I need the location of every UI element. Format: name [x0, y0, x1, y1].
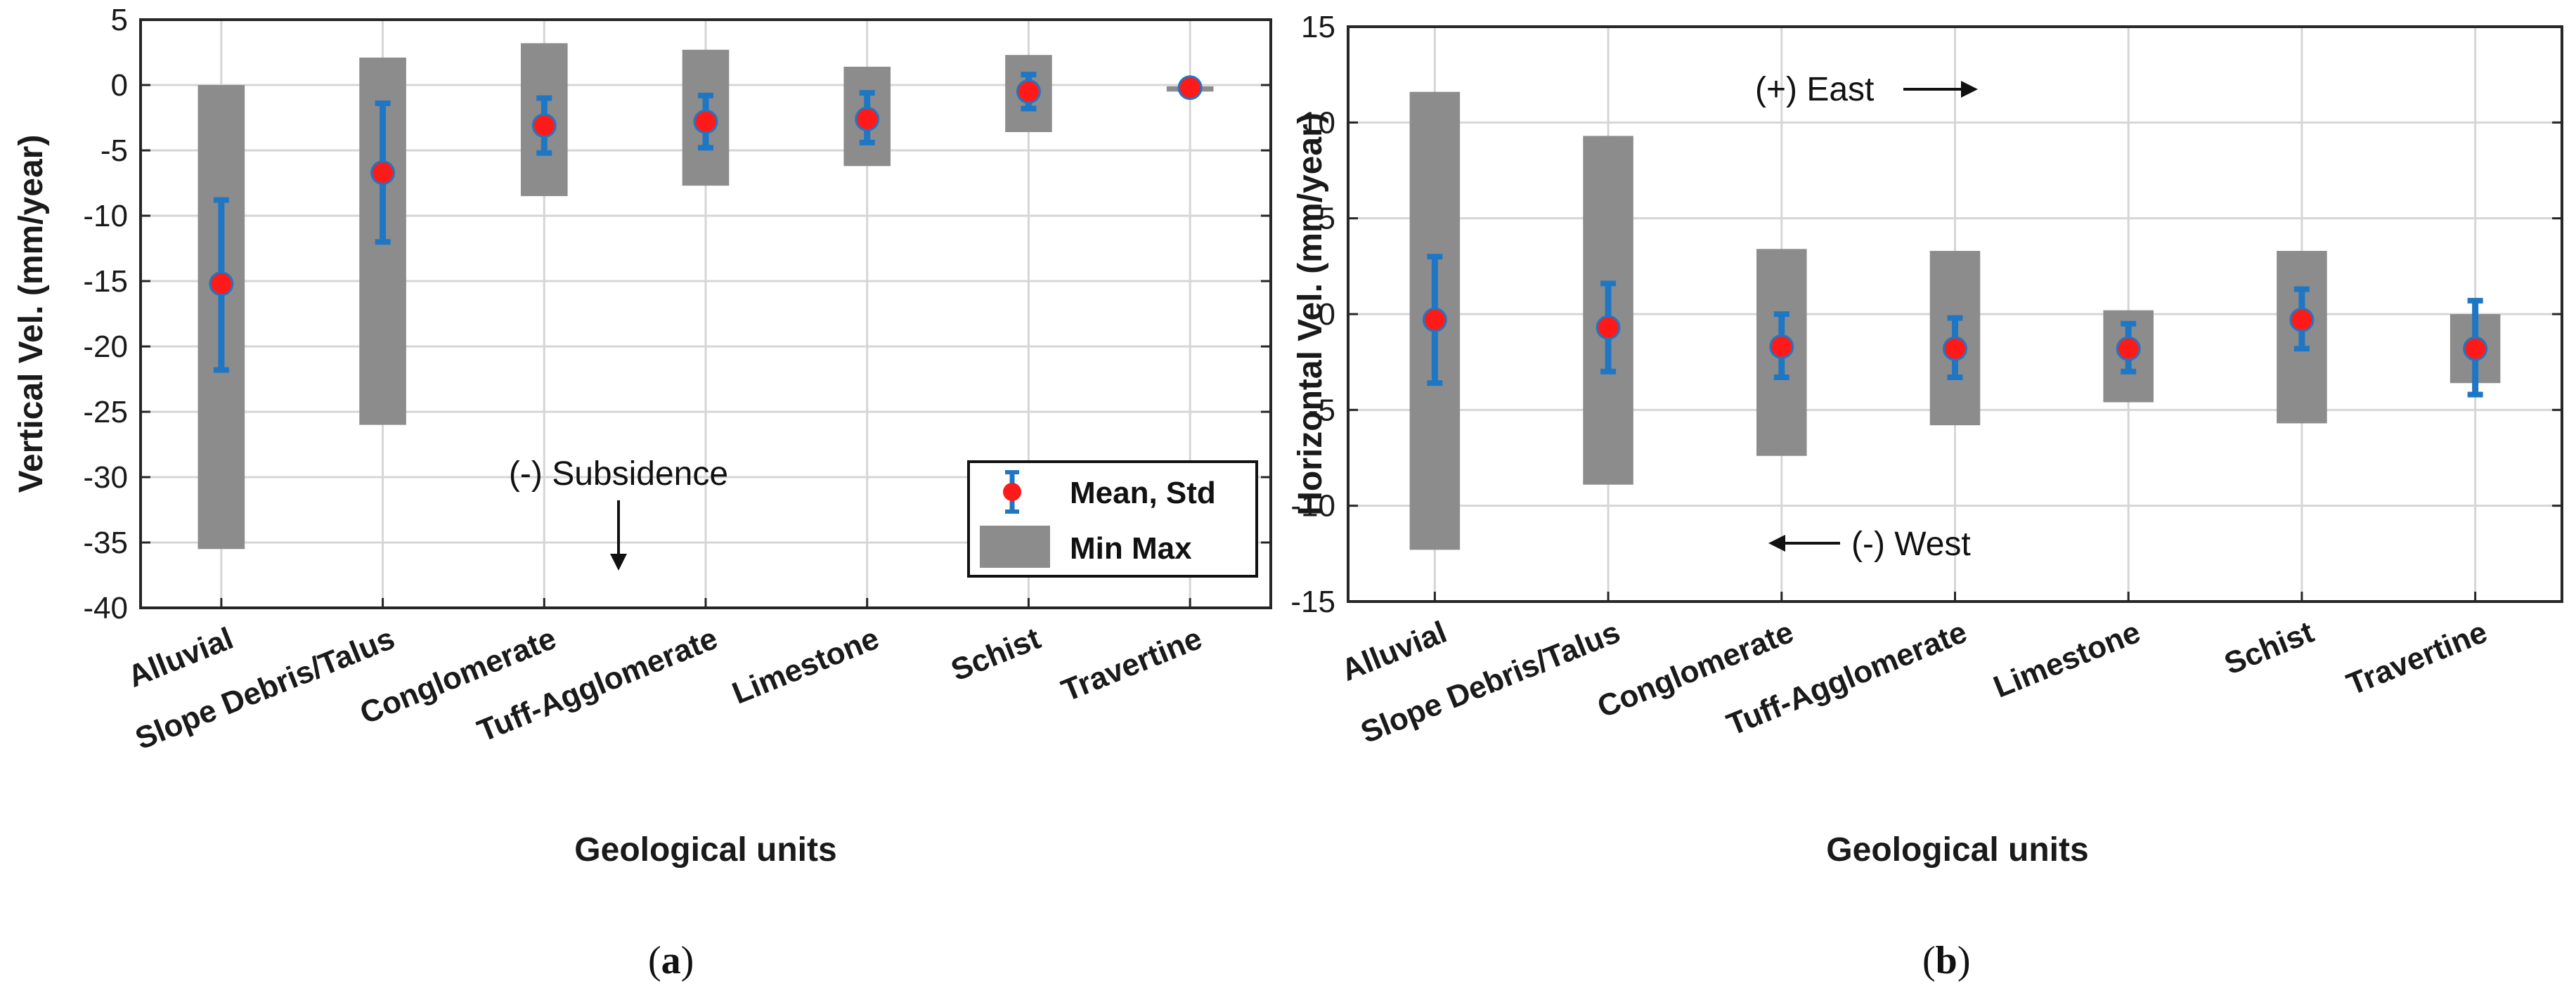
legend-mean-marker — [1003, 483, 1021, 501]
y-tick-label: -25 — [83, 395, 128, 429]
subsidence-arrow-head — [610, 554, 627, 571]
y-tick-label: -15 — [1290, 585, 1335, 619]
panel-label-open-paren: ( — [1922, 939, 1936, 982]
y-tick-label: -10 — [83, 199, 128, 233]
mean-point — [531, 113, 557, 138]
annotation-subsidence: (-) Subsidence — [509, 455, 728, 493]
y-tick-label: 0 — [111, 68, 128, 103]
y-tick-label: 5 — [111, 3, 128, 37]
y-tick-label: -5 — [101, 134, 128, 168]
y-tick-label: -30 — [83, 460, 128, 495]
x-category-label: Travertine — [2342, 615, 2492, 702]
annotation-east: (+) East — [1755, 71, 1874, 108]
x-category-label: Schist — [946, 621, 1045, 688]
mean-point — [2289, 307, 2315, 332]
mean-point — [1943, 336, 1967, 361]
x-category-label: Alluvial — [123, 621, 238, 694]
x-category-label: Limestone — [1989, 615, 2145, 705]
x-axis-title: Geological units — [574, 831, 836, 869]
y-tick-label: 15 — [1301, 10, 1335, 44]
panel-label-letter: a — [661, 939, 681, 982]
mean-point — [1769, 334, 1794, 359]
mean-point — [1016, 79, 1041, 104]
y-axis-title: Vertical Vel. (mm/year) — [13, 135, 50, 493]
legend-minmax-swatch — [980, 526, 1050, 568]
x-axis-title: Geological units — [1826, 831, 2088, 869]
x-category-label: Slope Debris/Talus — [131, 621, 400, 757]
axes-frame — [1347, 25, 2563, 603]
y-tick-label: -10 — [1290, 489, 1335, 524]
mean-point — [2463, 336, 2488, 361]
y-tick-label: -15 — [83, 264, 128, 299]
y-axis-title: Horizontal Vel. (mm/year) — [1292, 112, 1329, 516]
mean-point — [1177, 75, 1203, 100]
y-tick-label: 10 — [1301, 105, 1335, 140]
panel-label-close-paren: ) — [1957, 939, 1971, 982]
y-tick-label: -35 — [83, 526, 128, 560]
mean-point — [1422, 307, 1447, 332]
legend-label-mean-std: Mean, Std — [1070, 476, 1216, 510]
x-category-label: Schist — [2220, 615, 2319, 682]
y-tick-label: -5 — [1308, 393, 1335, 427]
x-category-label: Alluvial — [1337, 615, 1451, 688]
panel-label: (a) — [648, 939, 694, 982]
axes-frame — [139, 18, 1272, 609]
x-category-label: Limestone — [727, 621, 884, 711]
panel-label-open-paren: ( — [648, 939, 661, 982]
mean-point — [209, 271, 234, 297]
legend-label-min-max: Min Max — [1070, 531, 1192, 566]
mean-point — [855, 106, 880, 131]
west-arrow-head — [1768, 535, 1785, 552]
mean-point — [2116, 336, 2141, 361]
panel-label: (b) — [1922, 939, 1970, 982]
y-tick-label: 0 — [1319, 297, 1335, 332]
y-tick-label: 5 — [1319, 202, 1335, 236]
y-tick-label: -20 — [83, 330, 128, 364]
mean-point — [693, 109, 718, 134]
mean-point — [1596, 315, 1621, 340]
mean-point — [370, 160, 396, 186]
east-arrow-head — [1961, 81, 1978, 98]
panel-label-letter: b — [1936, 939, 1957, 982]
y-tick-label: -40 — [83, 591, 128, 625]
panel-label-close-paren: ) — [681, 939, 694, 982]
legend: Mean, Std Min Max — [967, 460, 1258, 578]
annotation-west: (-) West — [1851, 526, 1971, 563]
x-category-label: Travertine — [1057, 621, 1207, 708]
